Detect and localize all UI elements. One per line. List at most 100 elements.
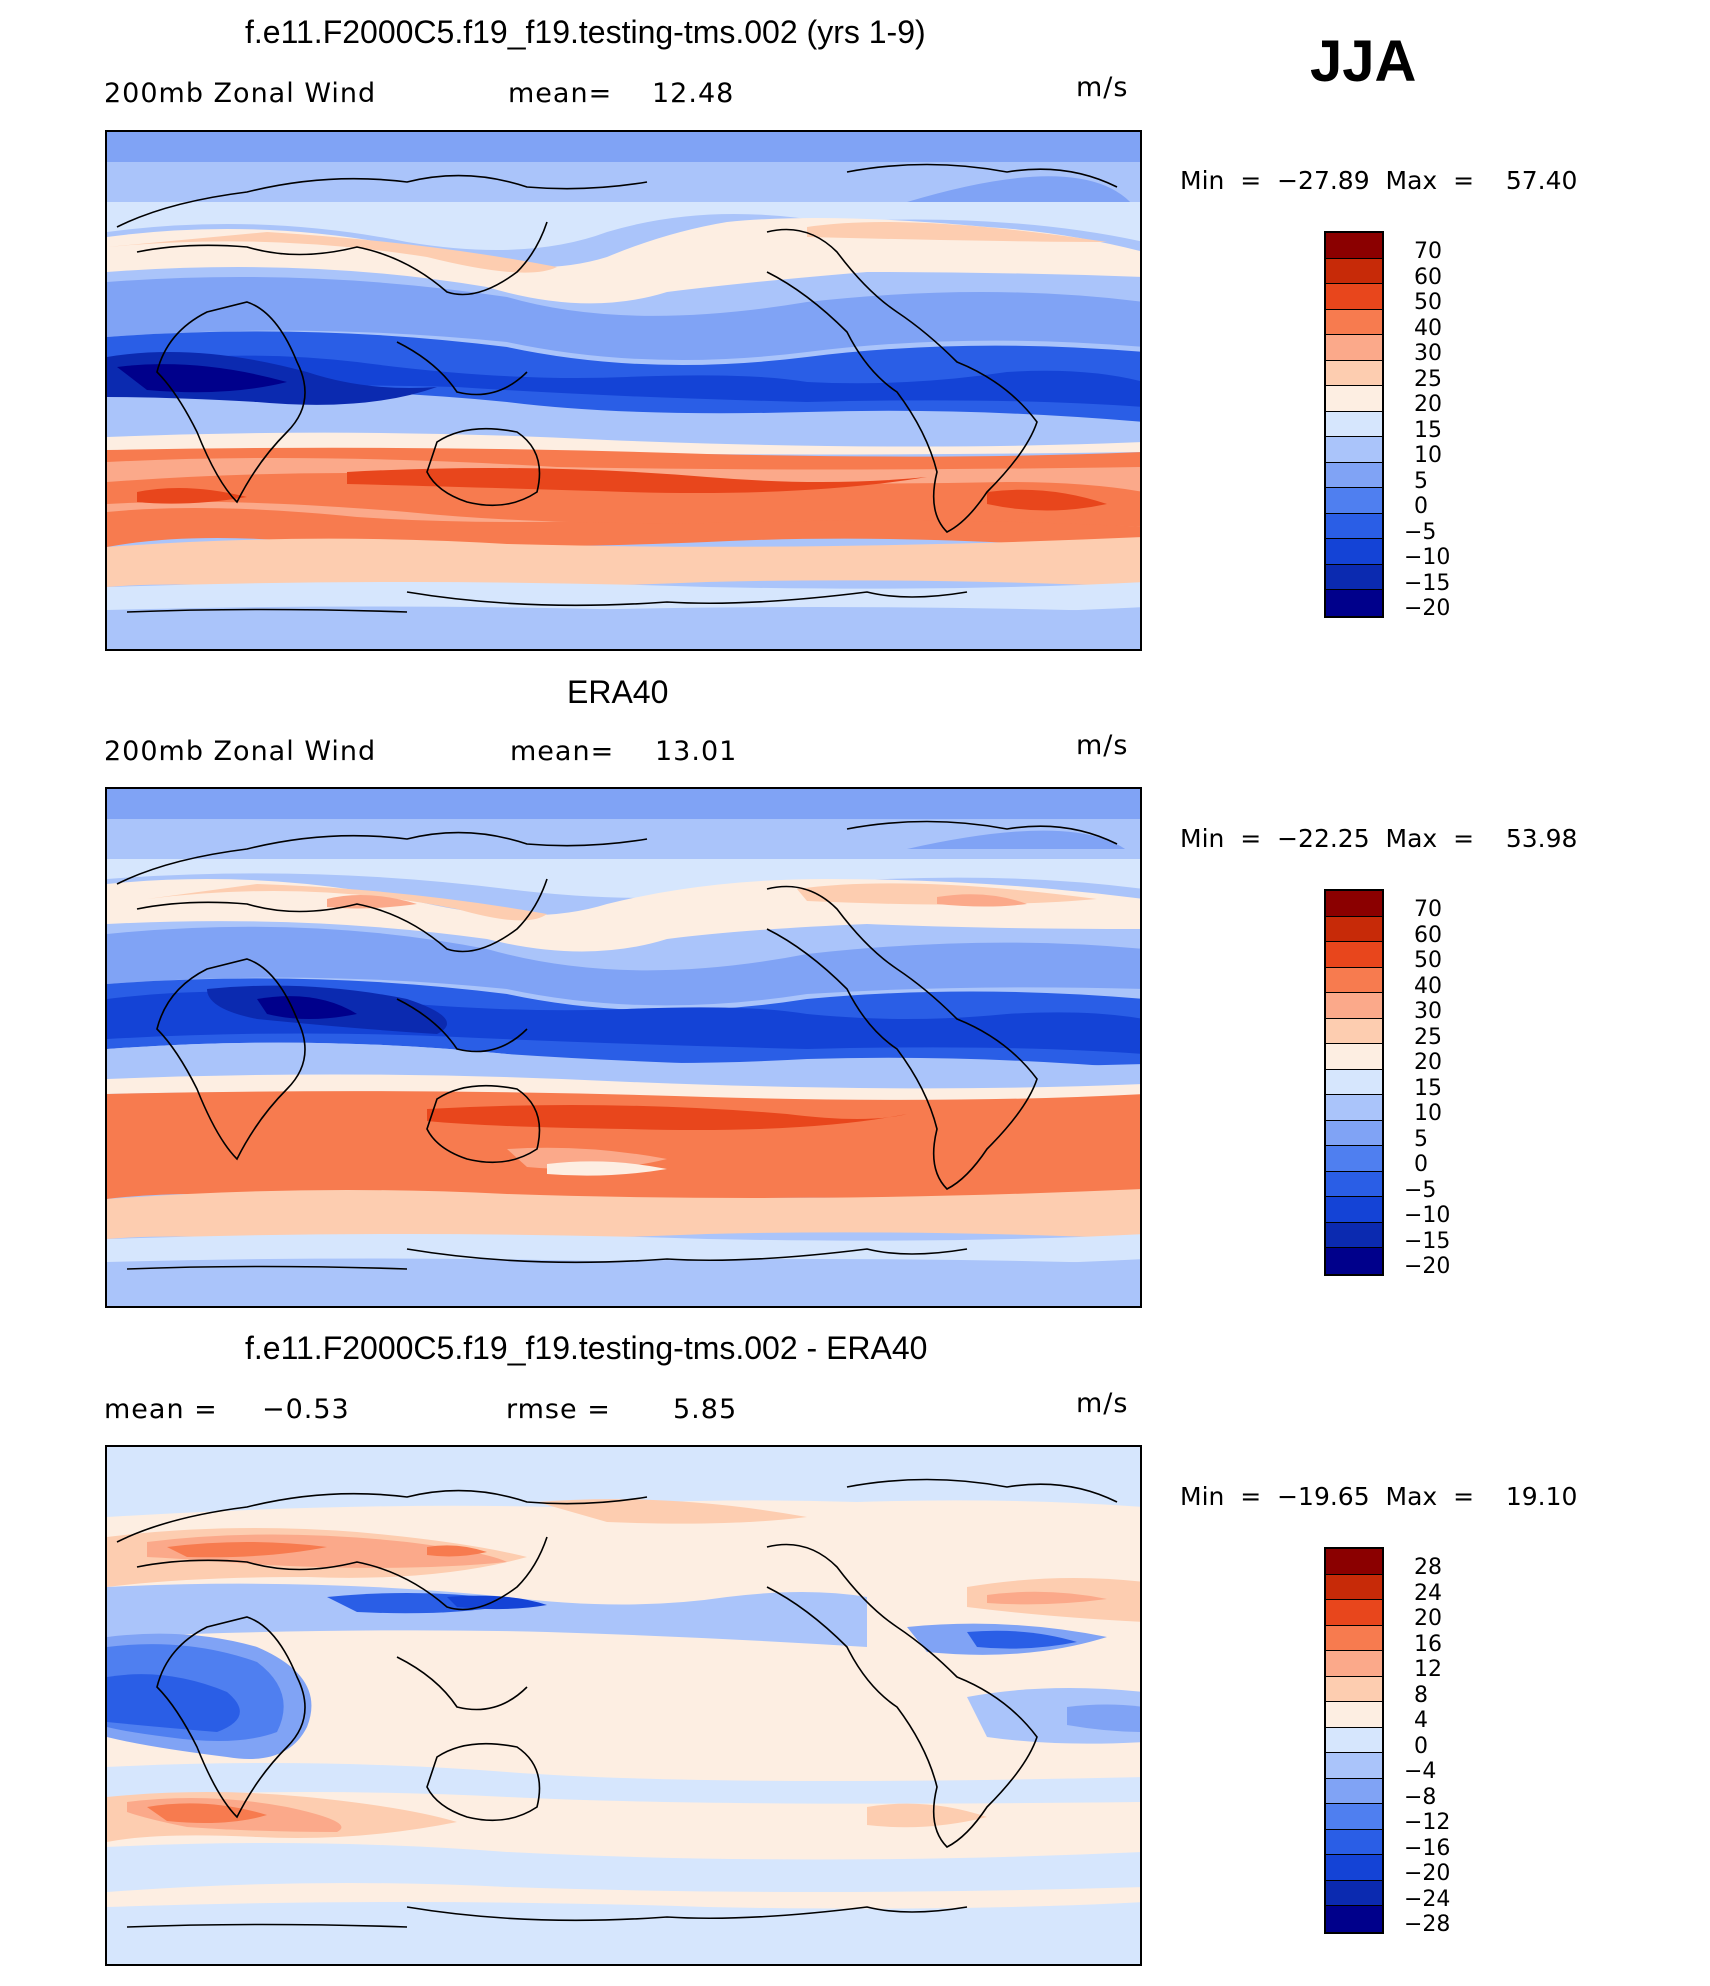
- panel1-minmax: Min = −27.89 Max = 57.40: [1180, 166, 1578, 195]
- colorbar-tick-label: 60: [1414, 922, 1442, 948]
- colorbar-segment: [1326, 1727, 1382, 1753]
- colorbar-tick-label: 12: [1414, 1657, 1442, 1682]
- colorbar-segment: [1326, 386, 1382, 412]
- panel3-rmse-label: rmse =: [506, 1394, 611, 1425]
- panel2-map: [105, 787, 1142, 1308]
- panel3-title: f.e11.F2000C5.f19_f19.testing-tms.002 - …: [245, 1330, 928, 1366]
- colorbar-segment: [1326, 539, 1382, 565]
- colorbar-tick-label: −15: [1404, 1228, 1451, 1254]
- colorbar-tick-label: 30: [1414, 999, 1442, 1024]
- panel2-title: ERA40: [567, 674, 669, 710]
- colorbar-tick-label: 40: [1414, 973, 1442, 999]
- colorbar-tick-label: 4: [1414, 1708, 1428, 1733]
- colorbar-segment: [1326, 1120, 1382, 1146]
- panel1-variable-label: 200mb Zonal Wind: [104, 78, 377, 109]
- colorbar-tick-label: 25: [1414, 1024, 1442, 1050]
- colorbar-segment: [1326, 233, 1382, 259]
- panel2-mean-value: 13.01: [655, 736, 738, 767]
- colorbar-tick-label: 24: [1414, 1580, 1442, 1606]
- colorbar-tick-label: 28: [1414, 1555, 1442, 1580]
- colorbar-segment: [1326, 1549, 1382, 1575]
- colorbar-tick-label: −24: [1404, 1886, 1451, 1912]
- colorbar-tick-label: 15: [1414, 1075, 1442, 1101]
- colorbar-segment: [1326, 967, 1382, 993]
- colorbar-segment: [1326, 942, 1382, 968]
- panel3-mean-value: −0.53: [262, 1394, 350, 1425]
- colorbar-tick-label: 5: [1414, 1126, 1428, 1152]
- colorbar-segment: [1326, 1600, 1382, 1626]
- colorbar-segment: [1326, 1702, 1382, 1728]
- colorbar-tick-label: −10: [1404, 545, 1451, 570]
- panel2-minmax: Min = −22.25 Max = 53.98: [1180, 824, 1578, 853]
- colorbar-segment: [1326, 360, 1382, 386]
- colorbar-tick-label: −5: [1404, 519, 1437, 545]
- colorbar-segment: [1326, 309, 1382, 335]
- colorbar-segment: [1326, 916, 1382, 942]
- colorbar-tick-label: 0: [1414, 1733, 1428, 1759]
- colorbar-segment: [1326, 1753, 1382, 1779]
- colorbar-segment: [1326, 1778, 1382, 1804]
- colorbar-tick-label: 8: [1414, 1682, 1428, 1708]
- panel3-rmse-value: 5.85: [673, 1394, 738, 1425]
- colorbar-segment: [1326, 1906, 1382, 1932]
- colorbar-segment: [1326, 411, 1382, 437]
- colorbar-segment: [1326, 891, 1382, 917]
- colorbar-tick-label: 10: [1414, 1101, 1442, 1126]
- colorbar-segment: [1326, 437, 1382, 463]
- colorbar-tick-label: 70: [1414, 239, 1442, 264]
- colorbar-segment: [1326, 590, 1382, 616]
- colorbar-tick-label: 20: [1414, 392, 1442, 417]
- panel2-map-svg: [107, 789, 1140, 1306]
- panel1-map-svg: [107, 132, 1140, 649]
- colorbar-segment: [1326, 1574, 1382, 1600]
- colorbar-segment: [1326, 1069, 1382, 1095]
- panel2-variable-label: 200mb Zonal Wind: [104, 736, 377, 767]
- colorbar-segment: [1326, 1625, 1382, 1651]
- colorbar-tick-label: 0: [1414, 494, 1428, 519]
- colorbar-segment: [1326, 513, 1382, 539]
- season-label: JJA: [1310, 29, 1417, 94]
- colorbar-tick-label: 10: [1414, 443, 1442, 468]
- colorbar-segment: [1326, 258, 1382, 284]
- colorbar-segment: [1326, 1222, 1382, 1248]
- panel3-minmax: Min = −19.65 Max = 19.10: [1180, 1482, 1578, 1511]
- colorbar-segment: [1326, 1197, 1382, 1223]
- panel3-map-svg: [107, 1447, 1140, 1964]
- colorbar-tick-label: −15: [1404, 570, 1451, 596]
- colorbar-tick-label: −20: [1404, 1254, 1451, 1279]
- colorbar-segment: [1326, 1248, 1382, 1274]
- colorbar-tick-label: 25: [1414, 366, 1442, 392]
- colorbar-tick-label: −28: [1404, 1912, 1451, 1937]
- colorbar-tick-label: 50: [1414, 948, 1442, 973]
- colorbar-tick-label: −4: [1404, 1759, 1437, 1784]
- panel1-title: f.e11.F2000C5.f19_f19.testing-tms.002 (y…: [245, 14, 926, 50]
- colorbar-tick-label: 15: [1414, 417, 1442, 443]
- panel1-units: m/s: [1076, 72, 1129, 103]
- colorbar-segment: [1326, 462, 1382, 488]
- panel1-mean-value: 12.48: [652, 78, 735, 109]
- colorbar-segment: [1326, 335, 1382, 361]
- colorbar-tick-label: 70: [1414, 897, 1442, 922]
- colorbar-tick-label: −20: [1404, 596, 1451, 621]
- colorbar-tick-label: −20: [1404, 1861, 1451, 1886]
- colorbar-tick-label: 60: [1414, 264, 1442, 290]
- panel1-map: [105, 130, 1142, 651]
- colorbar-segment: [1326, 564, 1382, 590]
- panel2-mean-label: mean=: [510, 736, 615, 767]
- panel2-units: m/s: [1076, 730, 1129, 761]
- colorbar-segment: [1326, 1095, 1382, 1121]
- colorbar-segment: [1326, 1676, 1382, 1702]
- colorbar-tick-label: 40: [1414, 315, 1442, 341]
- colorbar-segment: [1326, 1018, 1382, 1044]
- colorbar-segment: [1326, 1171, 1382, 1197]
- panel3-units: m/s: [1076, 1388, 1129, 1419]
- colorbar-segment: [1326, 284, 1382, 310]
- panel3-mean-label: mean =: [104, 1394, 218, 1425]
- colorbar-tick-label: 50: [1414, 290, 1442, 315]
- panel3-map: [105, 1445, 1142, 1966]
- colorbar-tick-label: 16: [1414, 1631, 1442, 1657]
- colorbar-segment: [1326, 1880, 1382, 1906]
- colorbar-segment: [1326, 1804, 1382, 1830]
- panel3-colorbar: [1324, 1547, 1384, 1934]
- colorbar-segment: [1326, 1146, 1382, 1172]
